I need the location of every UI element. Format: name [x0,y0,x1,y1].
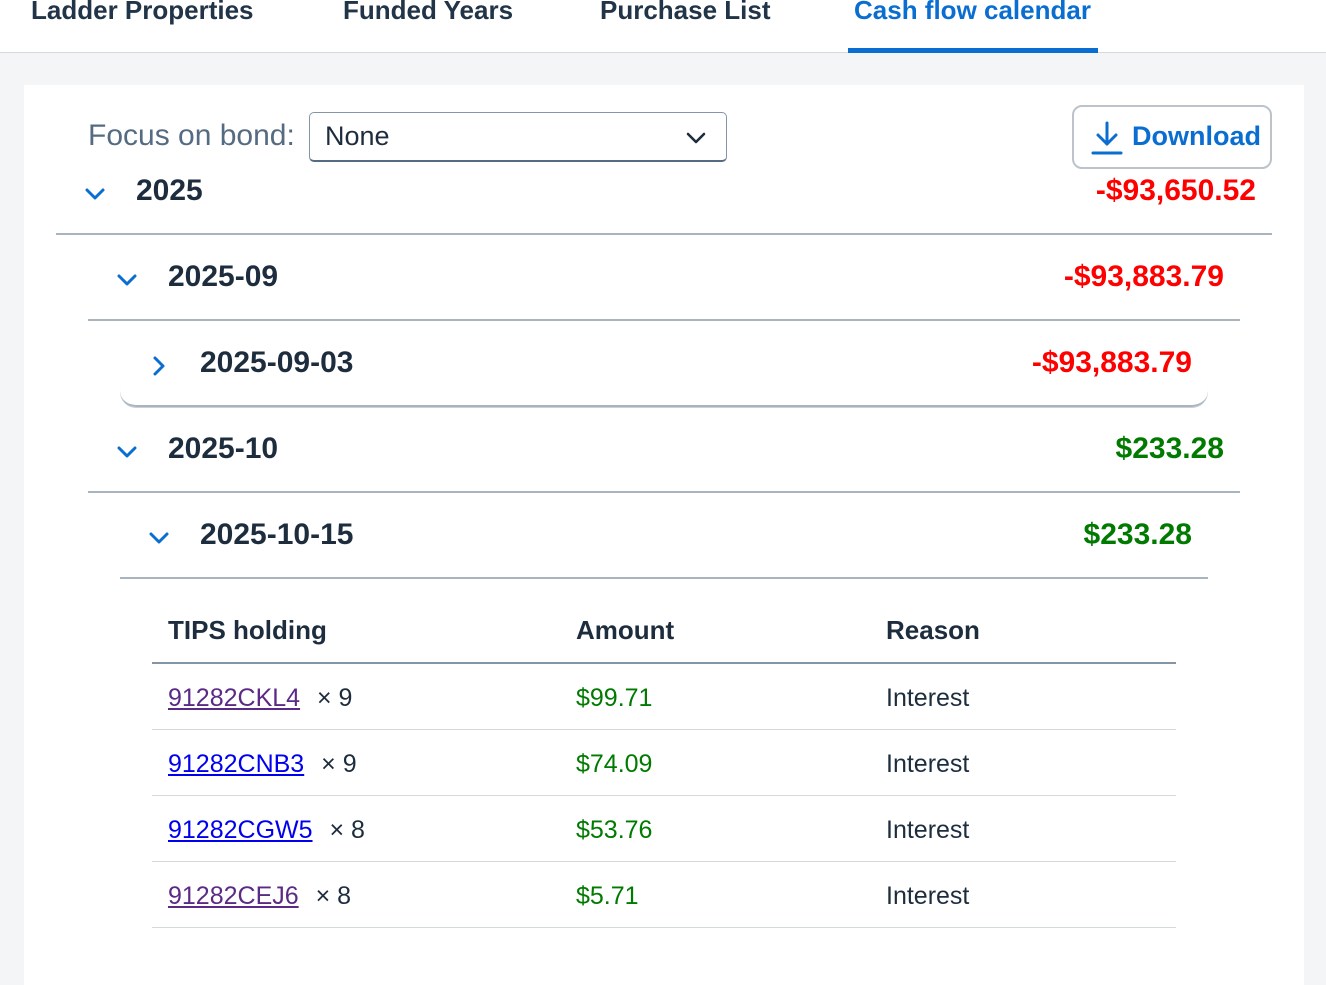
tab-funded-years[interactable]: Funded Years [343,0,514,25]
amount-cell: $53.76 [576,816,653,844]
quantity: × 9 [321,750,357,778]
cusip-link[interactable]: 91282CGW5 [168,816,313,844]
tree-row-amount: -$93,883.79 [1063,260,1224,293]
chevron-down-icon [686,132,706,144]
chevron-down-icon[interactable] [116,269,138,291]
tree-row-amount: -$93,650.52 [1095,174,1256,207]
reason-cell: Interest [886,882,970,910]
tree-row-day-2025-09-03[interactable]: 2025-09-03 -$93,883.79 [120,321,1208,407]
table-row: 91282CEJ6 × 8 $5.71 Interest [152,862,1176,928]
column-header-holding: TIPS holding [168,615,327,645]
quantity: × 8 [329,816,365,844]
cusip-link[interactable]: 91282CEJ6 [168,882,299,910]
reason-cell: Interest [886,684,970,712]
chevron-down-icon[interactable] [148,527,170,549]
tree-row-amount: -$93,883.79 [1031,346,1192,379]
amount-cell: $74.09 [576,750,653,778]
chevron-down-icon[interactable] [84,183,106,205]
download-button[interactable]: Download [1072,105,1272,169]
table-row: 91282CKL4 × 9 $99.71 Interest [152,664,1176,730]
tree-row-title: 2025-10 [168,432,279,465]
chevron-right-icon[interactable] [148,355,170,377]
tree-row-title: 2025-09-03 [200,346,354,379]
amount-cell: $99.71 [576,684,653,712]
quantity: × 9 [317,684,353,712]
cash-flow-panel: Focus on bond: None Download 2025 -$93,6… [24,85,1304,985]
tree-row-year-2025[interactable]: 2025 -$93,650.52 [56,149,1272,235]
table-row: 91282CGW5 × 8 $53.76 Interest [152,796,1176,862]
focus-bond-selected-value: None [325,121,390,151]
table-header-row: TIPS holding Amount Reason [152,578,1176,664]
cusip-link[interactable]: 91282CNB3 [168,750,305,778]
reason-cell: Interest [886,816,970,844]
quantity: × 8 [315,882,352,910]
chevron-down-icon[interactable] [116,441,138,463]
table-row: 91282CNB3 × 9 $74.09 Interest [152,730,1176,796]
tree-row-amount: $233.28 [1083,518,1192,551]
download-label: Download [1132,121,1261,151]
tab-purchase-list[interactable]: Purchase List [600,0,771,25]
focus-on-bond-label: Focus on bond: [88,119,295,152]
tree-row-title: 2025-10-15 [200,518,354,551]
tab-ladder-properties[interactable]: Ladder Properties [31,0,254,25]
tab-bar: Ladder Properties Funded Years Purchase … [0,0,1326,53]
tab-cash-flow-calendar[interactable]: Cash flow calendar [848,0,1098,53]
download-icon [1091,121,1123,155]
column-header-reason: Reason [886,615,980,645]
tree-row-title: 2025-09 [168,260,279,293]
reason-cell: Interest [886,750,970,778]
holdings-table: TIPS holding Amount Reason 91282CKL4 × 9… [152,578,1176,928]
tree-row-day-2025-10-15[interactable]: 2025-10-15 $233.28 [120,493,1208,579]
tree-row-amount: $233.28 [1115,432,1224,465]
focus-bond-select[interactable]: None [309,112,727,162]
tree-row-month-2025-09[interactable]: 2025-09 -$93,883.79 [88,235,1240,321]
cusip-link[interactable]: 91282CKL4 [168,684,301,712]
tree-row-month-2025-10[interactable]: 2025-10 $233.28 [88,407,1240,493]
column-header-amount: Amount [576,615,675,645]
amount-cell: $5.71 [576,882,639,910]
tree-row-title: 2025 [136,174,203,207]
